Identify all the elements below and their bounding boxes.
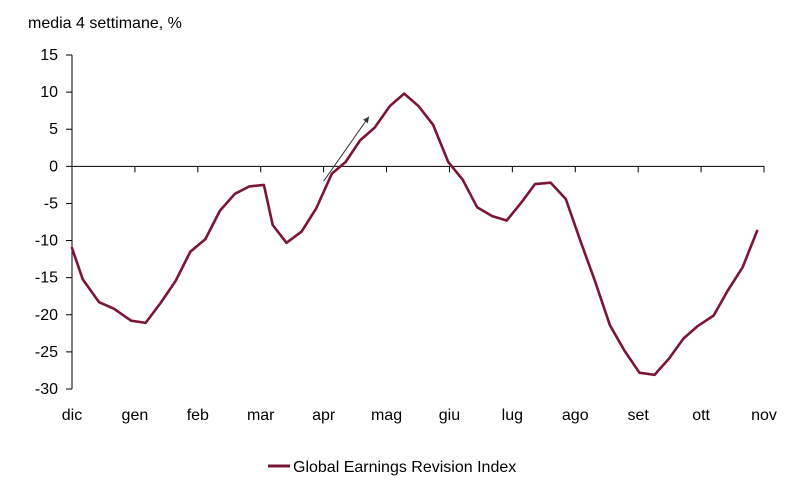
y-tick-label: 5	[49, 121, 58, 138]
y-tick-label: 0	[49, 158, 58, 175]
y-tick-label: -20	[35, 307, 58, 324]
y-axis-title: media 4 settimane, %	[28, 15, 182, 32]
y-tick-label: -30	[35, 381, 58, 398]
legend-label: Global Earnings Revision Index	[293, 459, 516, 476]
legend: Global Earnings Revision Index	[268, 459, 516, 476]
x-tick-label: giu	[439, 407, 460, 424]
series-group	[70, 92, 759, 377]
y-tick-label: -5	[44, 195, 58, 212]
x-tick-label: lug	[502, 407, 523, 424]
x-tick-label: ott	[692, 407, 710, 424]
x-tick-label: ago	[562, 407, 589, 424]
x-tick-label: feb	[187, 407, 209, 424]
y-tick-label: -15	[35, 270, 58, 287]
y-tick-label: -10	[35, 233, 58, 250]
x-tick-label: gen	[122, 407, 149, 424]
x-tick-label: set	[628, 407, 650, 424]
x-axis: dic gen feb mar apr mag giu lug ago set ott nov	[62, 165, 777, 424]
y-axis: 15 10 5 0 -5 -10 -15 -20 -25 -30	[35, 47, 73, 398]
x-tick-label: mag	[371, 407, 402, 424]
series-line	[70, 92, 759, 377]
trend-arrow	[323, 116, 370, 182]
y-tick-label: -25	[35, 344, 58, 361]
x-tick-label: mar	[247, 407, 275, 424]
x-tick-label: apr	[312, 407, 336, 424]
x-tick-label: nov	[751, 407, 777, 424]
annotations	[323, 116, 370, 182]
x-tick-label: dic	[62, 407, 82, 424]
y-tick-label: 10	[40, 84, 58, 101]
y-tick-label: 15	[40, 47, 58, 64]
